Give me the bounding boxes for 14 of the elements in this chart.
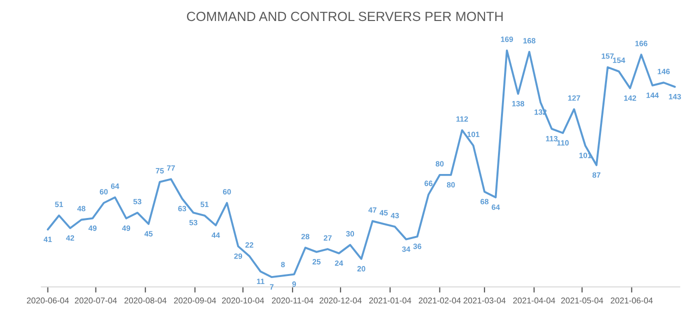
x-tick-label: 2021-06-04 <box>610 298 653 304</box>
x-tick-label: 2020-08-04 <box>124 298 166 304</box>
x-tick-label: 2021-05-04 <box>561 298 604 304</box>
x-tick-label: 2021-01-04 <box>369 298 412 304</box>
x-tick-label: 2021-04-04 <box>513 298 556 304</box>
x-tick-label: 2020-12-04 <box>320 298 362 304</box>
x-tick-label: 2020-07-04 <box>74 298 117 304</box>
x-tick-label: 2020-11-04 <box>272 298 314 304</box>
x-tick-label: 2020-06-04 <box>26 298 69 304</box>
x-tick-label: 2021-02-04 <box>418 298 461 304</box>
x-tick-label: 2020-10-04 <box>222 298 264 304</box>
x-tick-label: 2021-03-04 <box>464 298 506 304</box>
x-tick-label: 2020-09-04 <box>174 298 216 304</box>
chart-title: COMMAND AND CONTROL SERVERS PER MONTH <box>186 12 503 22</box>
